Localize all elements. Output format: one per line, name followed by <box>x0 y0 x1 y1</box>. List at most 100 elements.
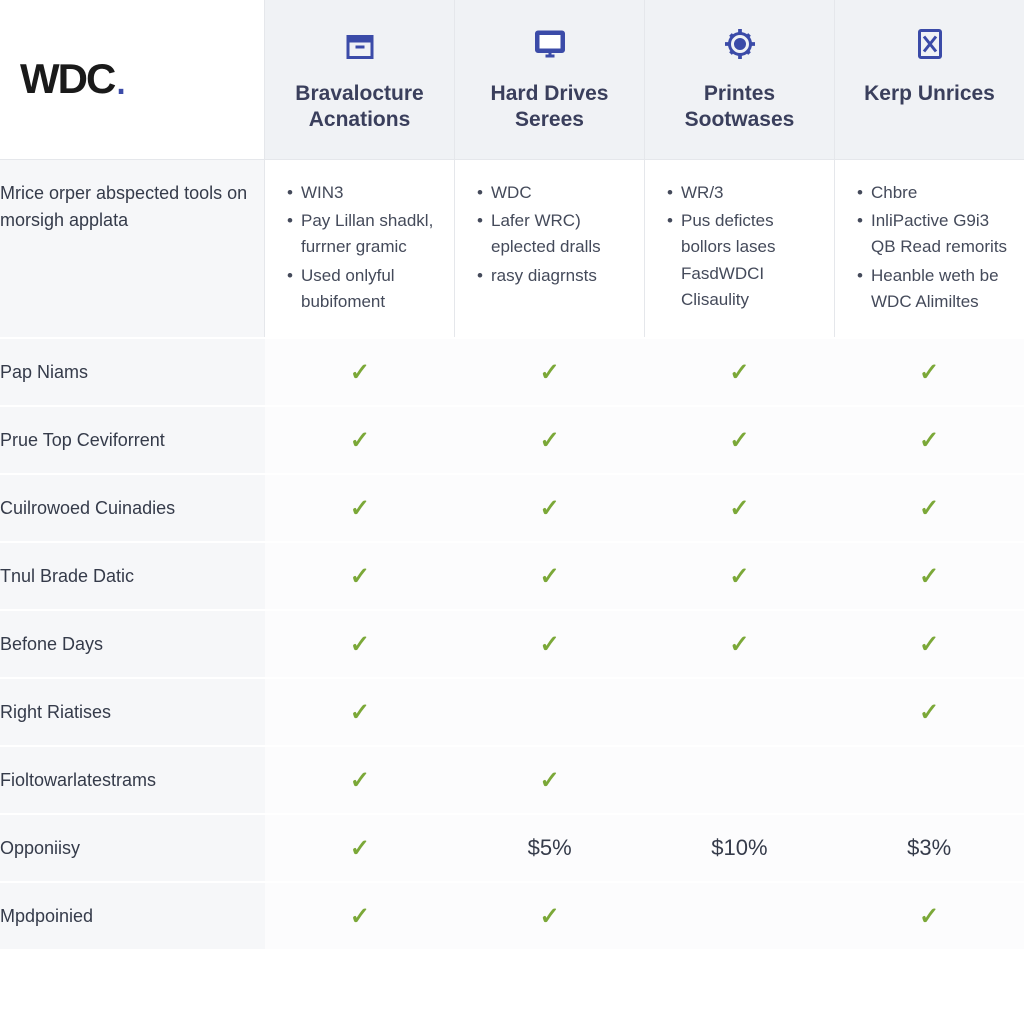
desc-cell-2: WDC Lafer WRC) eplected dralls rasy diag… <box>455 160 645 338</box>
check-icon: ✓ <box>919 902 939 931</box>
feature-row: Right Riatises ✓ ✓ <box>0 677 1024 745</box>
feature-cell: ✓ <box>455 881 645 949</box>
feature-cell: ✓ <box>455 541 645 609</box>
feature-row: Prue Top Ceviforrent ✓ ✓ ✓ ✓ <box>0 405 1024 473</box>
feature-cell: ✓ <box>834 677 1024 745</box>
check-icon: ✓ <box>540 630 560 659</box>
check-icon: ✓ <box>350 494 370 523</box>
feature-cell: ✓ <box>265 541 455 609</box>
col-title-1: Bravalocture Acnations <box>280 81 439 134</box>
check-icon: ✓ <box>919 562 939 591</box>
feature-label: Right Riatises <box>0 677 265 745</box>
feature-label: Tnul Brade Datic <box>0 541 265 609</box>
archive-icon <box>341 25 379 63</box>
check-icon: ✓ <box>350 834 370 863</box>
feature-cell <box>455 677 645 745</box>
list-item: WIN3 <box>287 180 439 206</box>
feature-cell <box>645 881 835 949</box>
feature-cell: $5% <box>455 813 645 881</box>
feature-cell: ✓ <box>265 745 455 813</box>
phone-icon <box>911 25 949 63</box>
feature-label: Fioltowarlatestrams <box>0 745 265 813</box>
check-icon: ✓ <box>350 766 370 795</box>
list-item: Chbre <box>857 180 1009 206</box>
list-item: Heanble weth be WDC Alimiltes <box>857 263 1009 316</box>
list-item: rasy diagrnsts <box>477 263 629 289</box>
feature-cell: ✓ <box>834 609 1024 677</box>
feature-cell: ✓ <box>645 405 835 473</box>
feature-label: Prue Top Ceviforrent <box>0 405 265 473</box>
logo-cell: WDC. <box>0 0 265 159</box>
feature-row: Pap Niams ✓ ✓ ✓ ✓ <box>0 337 1024 405</box>
desc-cell-3: WR/3 Pus defictes bollors lases FasdWDCI… <box>645 160 835 338</box>
check-icon: ✓ <box>350 562 370 591</box>
check-icon: ✓ <box>729 562 749 591</box>
feature-row: Tnul Brade Datic ✓ ✓ ✓ ✓ <box>0 541 1024 609</box>
feature-row: Befone Days ✓ ✓ ✓ ✓ <box>0 609 1024 677</box>
feature-cell: ✓ <box>834 881 1024 949</box>
feature-cell: $10% <box>645 813 835 881</box>
feature-row: Opponiisy ✓ $5%$10%$3% <box>0 813 1024 881</box>
check-icon: ✓ <box>540 426 560 455</box>
check-icon: ✓ <box>919 494 939 523</box>
check-icon: ✓ <box>729 494 749 523</box>
feature-cell: ✓ <box>455 473 645 541</box>
feature-label: Pap Niams <box>0 337 265 405</box>
check-icon: ✓ <box>729 358 749 387</box>
col-header-1: Bravalocture Acnations <box>265 0 455 159</box>
list-item: WDC <box>477 180 629 206</box>
feature-cell: ✓ <box>455 745 645 813</box>
feature-cell: ✓ <box>265 813 455 881</box>
list-item: Used onlyful bubifoment <box>287 263 439 316</box>
feature-label: Mpdpoinied <box>0 881 265 949</box>
check-icon: ✓ <box>350 698 370 727</box>
feature-row: Mpdpoinied ✓ ✓ ✓ <box>0 881 1024 949</box>
feature-cell: ✓ <box>265 405 455 473</box>
list-item: WR/3 <box>667 180 819 206</box>
check-icon: ✓ <box>540 902 560 931</box>
check-icon: ✓ <box>350 426 370 455</box>
gear-icon <box>721 25 759 63</box>
feature-row: Cuilrowoed Cuinadies ✓ ✓ ✓ ✓ <box>0 473 1024 541</box>
feature-label: Befone Days <box>0 609 265 677</box>
logo-text: WDC <box>20 55 114 103</box>
feature-label: Cuilrowoed Cuinadies <box>0 473 265 541</box>
feature-cell: ✓ <box>834 473 1024 541</box>
feature-cell: ✓ <box>265 881 455 949</box>
col-header-3: Printes Sootwases <box>645 0 835 159</box>
check-icon: ✓ <box>540 766 560 795</box>
col-header-4: Kerp Unrices <box>835 0 1024 159</box>
feature-cell: $3% <box>834 813 1024 881</box>
col-title-3: Printes Sootwases <box>660 81 819 134</box>
check-icon: ✓ <box>540 562 560 591</box>
header-row: WDC. Bravalocture Acnations Hard Drives … <box>0 0 1024 160</box>
feature-cell: ✓ <box>265 677 455 745</box>
list-item: Pay Lillan shadkl, furrner gramic <box>287 208 439 261</box>
feature-row: Fioltowarlatestrams ✓ ✓ <box>0 745 1024 813</box>
feature-cell: ✓ <box>455 337 645 405</box>
feature-cell: ✓ <box>834 405 1024 473</box>
desc-cell-4: Chbre InliPactive G9i3 QB Read remorits … <box>835 160 1024 338</box>
feature-cell: ✓ <box>645 337 835 405</box>
feature-cell: ✓ <box>834 337 1024 405</box>
feature-cell: ✓ <box>265 337 455 405</box>
comparison-table: WDC. Bravalocture Acnations Hard Drives … <box>0 0 1024 1024</box>
check-icon: ✓ <box>350 358 370 387</box>
check-icon: ✓ <box>729 630 749 659</box>
monitor-icon <box>531 25 569 63</box>
col-title-4: Kerp Unrices <box>850 81 1009 107</box>
feature-cell: ✓ <box>265 609 455 677</box>
list-item: Pus defictes bollors lases FasdWDCI Clis… <box>667 208 819 313</box>
check-icon: ✓ <box>919 426 939 455</box>
feature-cell: ✓ <box>834 541 1024 609</box>
check-icon: ✓ <box>729 426 749 455</box>
feature-cell: ✓ <box>645 473 835 541</box>
check-icon: ✓ <box>350 630 370 659</box>
col-header-2: Hard Drives Serees <box>455 0 645 159</box>
feature-cell: ✓ <box>455 405 645 473</box>
feature-cell: ✓ <box>645 541 835 609</box>
feature-label: Opponiisy <box>0 813 265 881</box>
feature-cell: ✓ <box>455 609 645 677</box>
check-icon: ✓ <box>350 902 370 931</box>
col-title-2: Hard Drives Serees <box>470 81 629 134</box>
